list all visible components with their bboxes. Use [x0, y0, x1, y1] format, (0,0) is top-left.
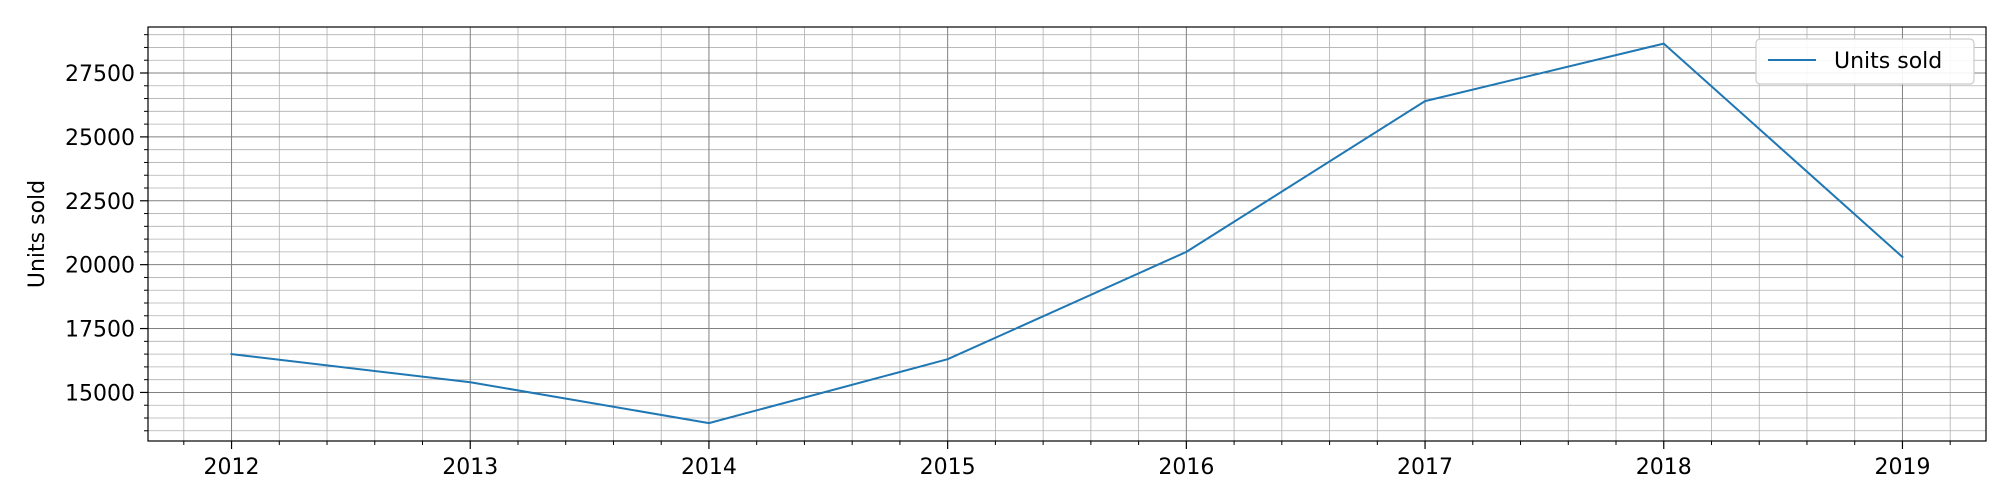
x-tick-label: 2019 — [1874, 455, 1930, 480]
minor-ticks — [144, 34, 1951, 445]
y-tick-labels: 15000 17500 20000 22500 25000 27500 — [65, 62, 135, 406]
x-tick-label: 2012 — [204, 455, 260, 480]
y-tick-label: 17500 — [65, 318, 135, 343]
y-axis-label: Units sold — [25, 180, 50, 288]
y-tick-label: 25000 — [65, 126, 135, 151]
y-tick-label: 27500 — [65, 62, 135, 87]
x-tick-label: 2016 — [1158, 455, 1214, 480]
y-tick-label: 15000 — [65, 381, 135, 406]
major-ticks — [140, 72, 1904, 449]
y-tick-label: 20000 — [65, 254, 135, 279]
series-layer — [230, 42, 1904, 425]
x-tick-label: 2017 — [1397, 455, 1453, 480]
y-tick-label: 22500 — [65, 190, 135, 215]
series-line-units-sold — [230, 42, 1904, 425]
legend-box — [1755, 38, 1975, 85]
x-tick-labels: 2012 2013 2014 2015 2016 2017 2018 2019 — [204, 455, 1931, 480]
minor-grid — [148, 27, 1986, 441]
plot-frame — [147, 26, 1987, 442]
x-tick-label: 2018 — [1636, 455, 1692, 480]
legend: Units sold — [1755, 38, 1975, 85]
x-tick-label: 2013 — [442, 455, 498, 480]
major-grid — [148, 27, 1986, 441]
x-tick-label: 2015 — [920, 455, 976, 480]
x-tick-label: 2014 — [681, 455, 737, 480]
legend-label-units-sold: Units sold — [1834, 49, 1942, 74]
